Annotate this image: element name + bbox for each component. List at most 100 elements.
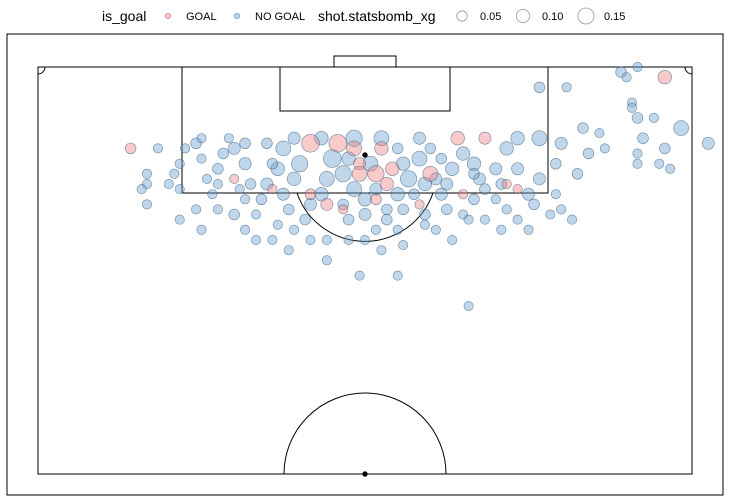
shot-no-goal-22 — [594, 128, 605, 139]
shot-no-goal-39 — [468, 193, 480, 206]
shot-no-goal-56 — [334, 165, 352, 183]
shot-no-goal-98 — [267, 235, 278, 246]
shot-no-goal-96 — [240, 224, 251, 235]
shot-no-goal-106 — [419, 219, 430, 230]
shot-goal-3 — [346, 140, 362, 157]
shot-no-goal-7 — [673, 120, 689, 136]
legend-size-swatch-small — [456, 10, 468, 22]
shot-no-goal-120 — [413, 131, 426, 145]
shot-no-goal-16 — [561, 82, 572, 93]
shot-no-goal-127 — [239, 137, 251, 150]
shot-no-goal-27 — [533, 172, 546, 186]
shot-no-goal-28 — [522, 187, 535, 201]
legend: is_goal GOAL NO GOAL shot.statsbomb_xg 0… — [102, 7, 625, 25]
shot-no-goal-48 — [390, 187, 405, 202]
shot-no-goal-26 — [567, 214, 578, 225]
shot-no-goal-53 — [358, 208, 372, 221]
legend-no-goal-swatch — [233, 12, 240, 19]
shot-no-goal-76 — [217, 147, 230, 160]
shot-goal-17 — [320, 197, 334, 211]
shot-no-goal-138 — [408, 188, 420, 200]
shot-no-goal-65 — [287, 171, 302, 186]
shot-no-goal-30 — [511, 162, 524, 176]
legend-size-swatch-large — [577, 7, 595, 25]
shot-no-goal-66 — [291, 155, 309, 173]
shot-no-goal-146 — [490, 194, 501, 205]
shot-goal-15 — [267, 184, 278, 195]
shot-no-goal-112 — [512, 214, 523, 225]
legend-goal-label: GOAL — [186, 11, 217, 23]
shot-goal-22 — [229, 173, 240, 184]
legend-size-label-large: 0.15 — [604, 11, 625, 23]
shot-no-goal-62 — [289, 224, 300, 235]
shot-no-goal-140 — [342, 213, 355, 226]
shot-no-goal-18 — [554, 136, 568, 150]
shot-no-goal-147 — [545, 209, 556, 220]
shot-no-goal-137 — [337, 198, 349, 211]
shot-no-goal-12 — [659, 142, 671, 155]
corner-arc-left — [37, 66, 46, 75]
shot-no-goal-81 — [190, 137, 202, 150]
shot-no-goal-1 — [632, 61, 643, 72]
shot-goal-0 — [124, 142, 137, 155]
legend-color-title: is_goal — [102, 8, 146, 24]
shot-no-goal-93 — [196, 224, 207, 235]
shot-no-goal-31 — [499, 141, 514, 156]
shot-no-goal-21 — [599, 143, 610, 154]
centre-circle-half — [283, 392, 447, 475]
shot-goal-23 — [657, 70, 672, 85]
shot-no-goal-118 — [373, 130, 390, 146]
shot-no-goal-24 — [550, 189, 561, 200]
corner-arc-right — [684, 66, 693, 75]
shot-no-goal-36 — [466, 156, 482, 171]
shot-no-goal-135 — [440, 177, 454, 191]
shot-no-goal-94 — [212, 204, 223, 215]
shot-goal-7 — [367, 165, 385, 183]
shot-no-goal-86 — [174, 184, 185, 195]
shot-goal-20 — [414, 199, 425, 210]
shot-no-goal-80 — [196, 153, 207, 164]
shot-no-goal-115 — [354, 270, 365, 281]
shot-no-goal-5 — [631, 112, 644, 124]
shot-no-goal-125 — [287, 131, 301, 145]
shot-no-goal-60 — [304, 197, 317, 211]
shot-no-goal-20 — [571, 168, 584, 180]
shot-goal-13 — [501, 179, 512, 190]
shot-no-goal-142 — [234, 184, 245, 195]
shot-no-goal-49 — [397, 203, 409, 216]
shot-goal-2 — [328, 134, 347, 153]
shot-no-goal-111 — [496, 224, 507, 235]
shot-goal-11 — [450, 131, 465, 146]
shot-goal-19 — [370, 193, 382, 206]
shot-no-goal-109 — [463, 214, 474, 225]
shot-no-goal-63 — [283, 203, 295, 216]
shot-no-goal-40 — [458, 209, 469, 220]
pitch-lines — [6, 33, 724, 496]
shot-no-goal-110 — [479, 214, 490, 225]
shot-no-goal-87 — [152, 143, 163, 154]
shot-no-goal-32 — [510, 131, 525, 146]
shot-no-goal-107 — [430, 224, 441, 235]
shot-no-goal-108 — [447, 235, 458, 246]
shot-no-goal-144 — [191, 204, 202, 215]
shot-no-goal-84 — [169, 168, 180, 179]
shot-no-goal-4 — [626, 102, 637, 113]
shot-no-goal-52 — [370, 224, 381, 235]
legend-no-goal-label: NO GOAL — [255, 11, 305, 23]
shot-no-goal-116 — [392, 270, 403, 281]
shot-no-goal-99 — [283, 245, 294, 256]
shot-no-goal-72 — [240, 194, 251, 205]
shot-no-goal-114 — [321, 255, 332, 266]
shot-no-goal-13 — [654, 158, 665, 169]
shot-no-goal-130 — [266, 158, 279, 170]
shot-goal-14 — [512, 184, 523, 195]
shot-no-goal-75 — [227, 141, 241, 155]
shot-goal-9 — [379, 176, 394, 192]
shot-no-goal-129 — [196, 133, 207, 144]
shot-no-goal-85 — [163, 179, 174, 190]
shot-goal-6 — [385, 161, 400, 176]
shot-goal-16 — [304, 188, 317, 200]
shot-no-goal-141 — [272, 219, 283, 230]
shot-no-goal-3 — [626, 97, 637, 108]
